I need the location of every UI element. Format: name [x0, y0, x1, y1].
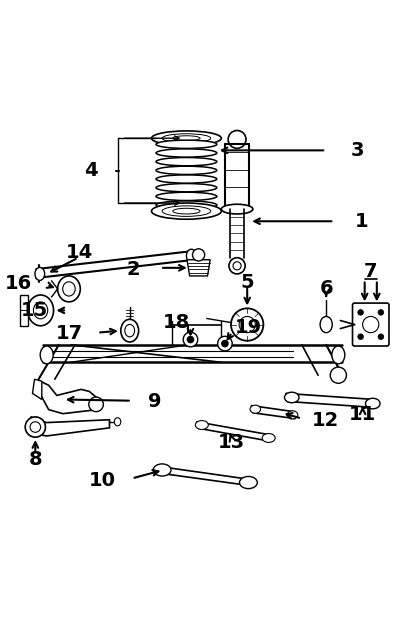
Ellipse shape: [218, 337, 232, 351]
Ellipse shape: [358, 334, 364, 340]
Text: 17: 17: [56, 324, 83, 344]
Ellipse shape: [231, 308, 263, 341]
Ellipse shape: [156, 175, 217, 183]
Ellipse shape: [156, 140, 217, 149]
Polygon shape: [286, 394, 377, 408]
Ellipse shape: [40, 346, 53, 364]
Text: 3: 3: [351, 141, 364, 160]
Text: 7: 7: [364, 262, 377, 281]
Ellipse shape: [89, 397, 104, 412]
Text: 8: 8: [29, 450, 42, 469]
Ellipse shape: [173, 136, 200, 140]
Text: 18: 18: [163, 313, 191, 332]
Ellipse shape: [186, 249, 196, 262]
Ellipse shape: [222, 340, 228, 347]
Ellipse shape: [151, 131, 221, 146]
Text: 6: 6: [319, 279, 333, 297]
Ellipse shape: [358, 310, 364, 315]
Text: 4: 4: [84, 161, 98, 180]
Ellipse shape: [239, 317, 255, 333]
Text: 12: 12: [312, 412, 339, 431]
Ellipse shape: [57, 276, 80, 302]
Ellipse shape: [366, 398, 380, 409]
Ellipse shape: [262, 433, 275, 442]
Ellipse shape: [233, 262, 241, 270]
Ellipse shape: [196, 420, 208, 429]
Ellipse shape: [156, 192, 217, 201]
Text: 14: 14: [65, 243, 93, 262]
Ellipse shape: [27, 295, 54, 326]
Text: 19: 19: [235, 318, 262, 337]
Ellipse shape: [330, 367, 347, 383]
Ellipse shape: [320, 317, 332, 333]
Ellipse shape: [287, 411, 298, 419]
Ellipse shape: [173, 208, 200, 214]
Ellipse shape: [240, 476, 258, 488]
Ellipse shape: [228, 131, 246, 148]
Ellipse shape: [151, 203, 221, 219]
Polygon shape: [37, 251, 195, 278]
Ellipse shape: [162, 134, 211, 143]
Ellipse shape: [250, 405, 260, 413]
Ellipse shape: [332, 346, 345, 364]
Text: 15: 15: [21, 301, 48, 320]
Ellipse shape: [114, 418, 121, 426]
Ellipse shape: [156, 166, 217, 174]
Ellipse shape: [30, 422, 41, 432]
Ellipse shape: [187, 337, 194, 343]
Text: 2: 2: [126, 260, 140, 279]
Ellipse shape: [121, 319, 139, 342]
Ellipse shape: [229, 258, 245, 274]
Ellipse shape: [156, 149, 217, 157]
Ellipse shape: [162, 206, 211, 217]
Text: 10: 10: [89, 471, 116, 490]
Text: 5: 5: [240, 272, 254, 292]
Ellipse shape: [125, 324, 135, 337]
Ellipse shape: [221, 204, 253, 214]
Ellipse shape: [193, 249, 205, 261]
Text: 9: 9: [148, 392, 161, 411]
Text: 1: 1: [354, 212, 368, 231]
Ellipse shape: [156, 158, 217, 166]
Ellipse shape: [378, 334, 384, 340]
Ellipse shape: [183, 332, 198, 347]
Polygon shape: [251, 406, 295, 419]
FancyBboxPatch shape: [352, 303, 389, 346]
Ellipse shape: [363, 317, 379, 333]
Ellipse shape: [63, 282, 75, 296]
Ellipse shape: [156, 201, 217, 209]
Text: 11: 11: [349, 405, 376, 424]
Ellipse shape: [156, 183, 217, 192]
Polygon shape: [196, 422, 270, 441]
FancyBboxPatch shape: [20, 295, 27, 326]
Text: 16: 16: [5, 274, 32, 293]
Ellipse shape: [35, 267, 45, 280]
Polygon shape: [28, 417, 109, 436]
Ellipse shape: [25, 417, 45, 437]
Ellipse shape: [153, 464, 171, 476]
Polygon shape: [32, 379, 42, 399]
Text: 13: 13: [218, 433, 245, 451]
Ellipse shape: [33, 302, 48, 319]
Ellipse shape: [378, 310, 384, 315]
Ellipse shape: [285, 392, 299, 403]
Polygon shape: [187, 260, 210, 276]
Polygon shape: [158, 467, 251, 486]
Polygon shape: [37, 381, 102, 413]
